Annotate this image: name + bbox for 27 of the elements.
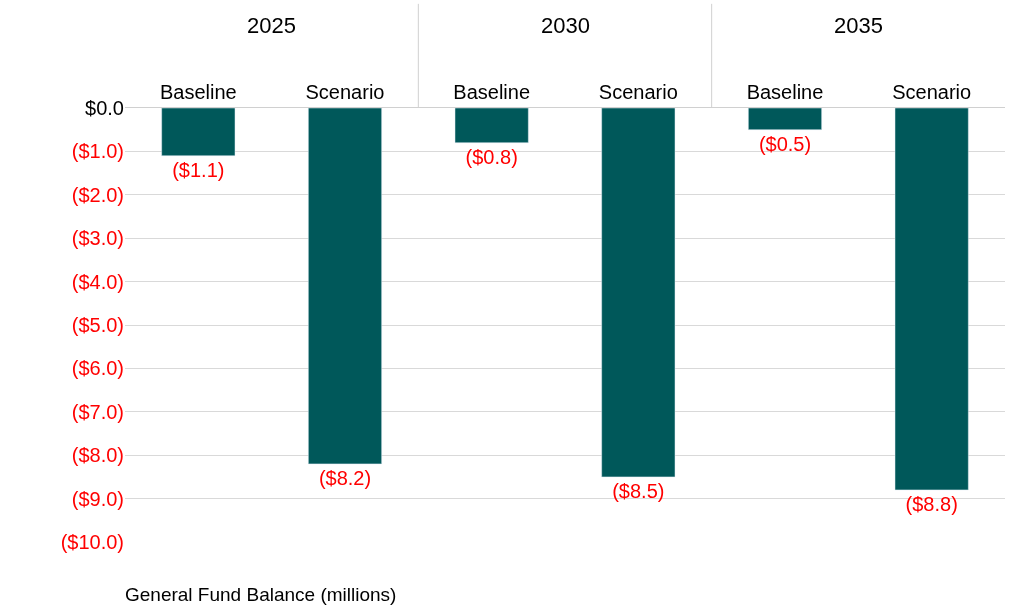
x-tick-label: Scenario xyxy=(305,81,385,103)
y-tick-label: ($2.0) xyxy=(71,183,124,206)
text: General Fund Balance (millions) xyxy=(125,583,397,605)
x-tick-label: Baseline xyxy=(159,81,237,103)
data-label: ($1.1) xyxy=(172,158,225,181)
x-tick-label: Scenario xyxy=(598,81,678,103)
data-label: ($8.8) xyxy=(905,492,958,515)
text: 2035 xyxy=(834,13,883,38)
data-label: ($0.5) xyxy=(758,132,812,155)
data-label: ($8.2) xyxy=(318,466,372,489)
text: 2030 xyxy=(541,13,590,38)
data-label: ($0.8) xyxy=(465,145,518,168)
y-tick-label: $0.0 xyxy=(85,97,124,119)
y-tick-label: ($9.0) xyxy=(71,487,124,510)
text: 2025 xyxy=(247,13,296,38)
y-tick-label: ($10.0) xyxy=(60,531,124,553)
y-tick-label: ($6.0) xyxy=(71,357,124,380)
y-tick-label: ($4.0) xyxy=(71,270,124,293)
data-label: ($8.5) xyxy=(612,479,665,502)
x-tick-label: Baseline xyxy=(453,81,531,103)
x-tick-label: Baseline xyxy=(746,81,824,103)
y-tick-label: ($1.0) xyxy=(71,140,124,163)
y-tick-label: ($3.0) xyxy=(71,227,124,250)
y-tick-label: ($8.0) xyxy=(71,444,124,467)
y-tick-label: ($7.0) xyxy=(71,400,124,423)
y-tick-label: ($5.0) xyxy=(71,314,124,336)
x-tick-label: Scenario xyxy=(892,81,972,103)
